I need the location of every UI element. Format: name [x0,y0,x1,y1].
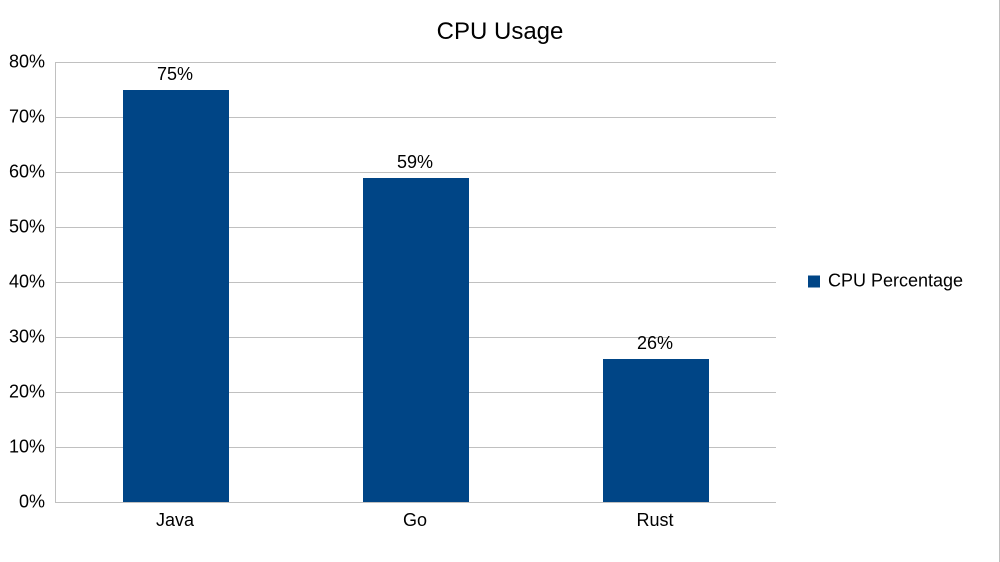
bar [603,359,709,502]
y-tick-label: 0% [0,492,45,513]
y-tick-label: 10% [0,437,45,458]
plot-inner [55,62,776,503]
y-tick-label: 20% [0,382,45,403]
plot-area: 0%10%20%30%40%50%60%70%80%75%Java59%Go26… [55,62,775,502]
y-tick-label: 50% [0,217,45,238]
legend: CPU Percentage [808,271,963,292]
legend-label: CPU Percentage [828,271,963,292]
bar-value-label: 26% [637,333,673,354]
bar [123,90,229,503]
chart-title: CPU Usage [0,18,1000,46]
bar-value-label: 59% [397,152,433,173]
x-tick-label: Rust [636,510,673,531]
legend-swatch [808,275,820,287]
y-tick-label: 40% [0,272,45,293]
y-tick-label: 70% [0,107,45,128]
bar [363,178,469,503]
chart-container: CPU Usage 0%10%20%30%40%50%60%70%80%75%J… [0,0,1000,562]
y-tick-label: 80% [0,52,45,73]
y-tick-label: 30% [0,327,45,348]
bar-value-label: 75% [157,64,193,85]
x-tick-label: Go [403,510,427,531]
y-tick-label: 60% [0,162,45,183]
x-tick-label: Java [156,510,194,531]
